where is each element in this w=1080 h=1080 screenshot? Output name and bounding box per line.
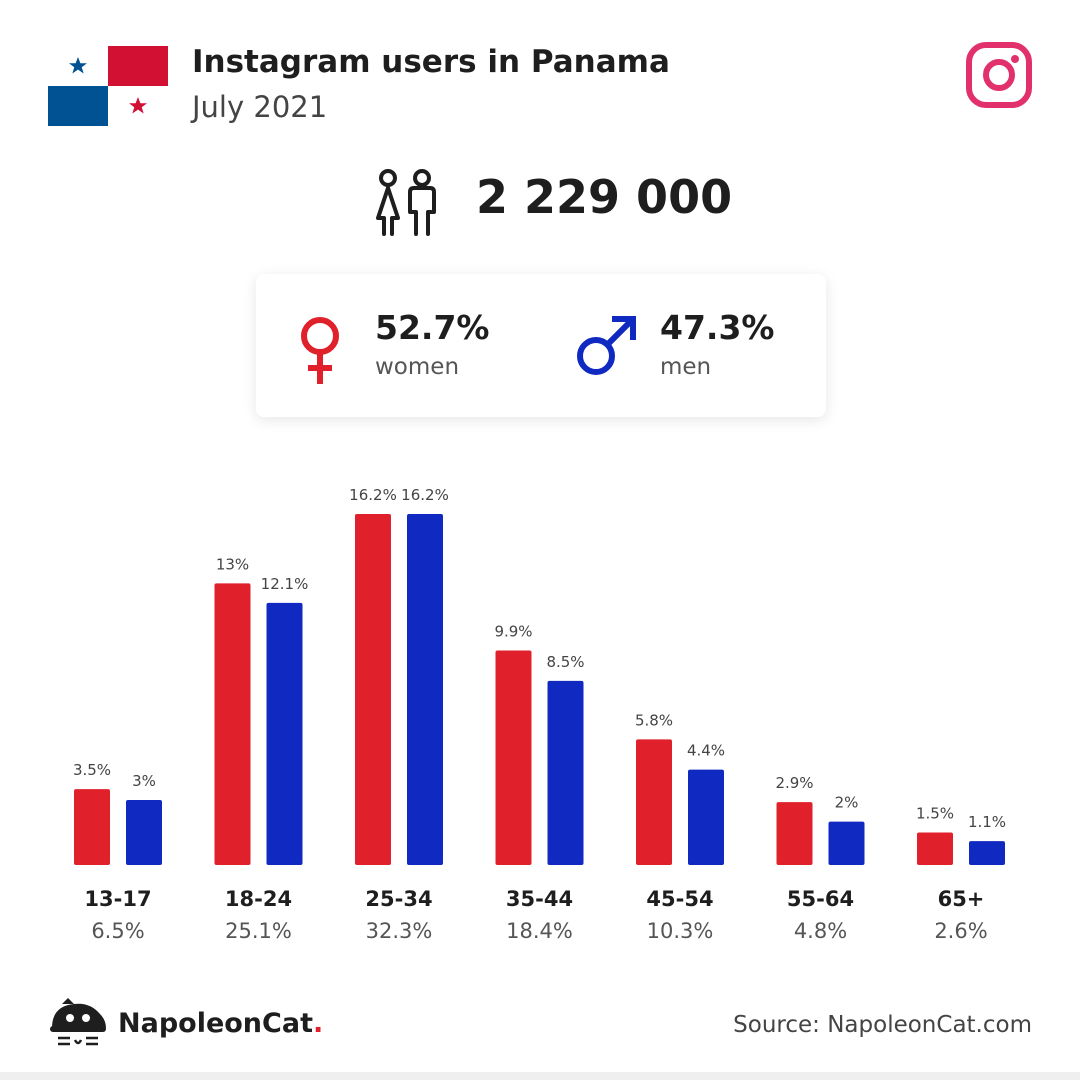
- women-value-label: 13%: [216, 555, 249, 573]
- source-text: Source: NapoleonCat.com: [733, 1012, 1032, 1038]
- women-value-label: 3.5%: [73, 761, 111, 779]
- category-label: 55-64: [787, 887, 854, 911]
- gender-card: 52.7% women 47.3% men: [256, 274, 826, 417]
- category-label: 25-34: [365, 887, 432, 911]
- female-icon: [301, 317, 339, 384]
- category-label: 65+: [938, 887, 985, 911]
- category-label: 35-44: [506, 887, 573, 911]
- brand-name: NapoleonCat.: [118, 1008, 323, 1039]
- men-bar: [407, 514, 443, 865]
- women-bar: [636, 739, 672, 865]
- men-bar: [547, 680, 584, 865]
- category-total-label: 18.4%: [506, 919, 573, 943]
- women-bar: [917, 832, 953, 865]
- men-bar: [126, 800, 162, 865]
- women-value-label: 9.9%: [494, 623, 532, 641]
- category-total-label: 2.6%: [934, 919, 987, 943]
- category-total-label: 4.8%: [794, 919, 847, 943]
- page-title: Instagram users in Panama: [192, 44, 670, 80]
- men-bar: [828, 821, 865, 865]
- age-gender-bar-chart: 3.5% 3% 13-17 6.5% 13% 12.1% 18-24 25.1% 16.2% 16…: [73, 486, 1006, 943]
- users-icon: [376, 169, 436, 236]
- men-value-label: 2%: [835, 794, 859, 812]
- category-total-label: 32.3%: [366, 919, 433, 943]
- women-bar: [495, 650, 532, 865]
- category-total-label: 6.5%: [91, 919, 144, 943]
- women-bar: [355, 514, 391, 865]
- women-bar: [214, 583, 251, 865]
- napoleoncat-logo-icon: [50, 998, 106, 1046]
- women-value-label: 1.5%: [916, 805, 954, 823]
- men-value-label: 4.4%: [687, 742, 725, 760]
- women-value-label: 2.9%: [775, 774, 813, 792]
- brand-dot: .: [312, 1008, 324, 1039]
- women-value-label: 16.2%: [349, 486, 397, 504]
- panama-flag-icon: [48, 46, 168, 126]
- category-total-label: 10.3%: [647, 919, 714, 943]
- category-label: 45-54: [646, 887, 713, 911]
- women-bar: [74, 789, 110, 865]
- men-value-label: 1.1%: [968, 813, 1006, 831]
- women-bar: [776, 802, 813, 865]
- women-value-label: 5.8%: [635, 711, 673, 729]
- page-subtitle: July 2021: [192, 90, 328, 124]
- men-bar: [266, 602, 303, 865]
- instagram-icon[interactable]: [966, 42, 1032, 108]
- men-value-label: 8.5%: [546, 653, 584, 671]
- women-percent: 52.7%: [375, 308, 490, 347]
- men-value-label: 12.1%: [261, 575, 309, 593]
- women-label: women: [375, 354, 460, 380]
- category-label: 13-17: [84, 887, 151, 911]
- men-percent: 47.3%: [660, 308, 775, 347]
- men-bar: [969, 841, 1005, 865]
- brand-text: NapoleonCat: [118, 1008, 313, 1039]
- bottom-band: [0, 1072, 1080, 1080]
- category-label: 18-24: [225, 887, 292, 911]
- men-label: men: [660, 354, 712, 380]
- category-total-label: 25.1%: [225, 919, 292, 943]
- men-value-label: 16.2%: [401, 486, 449, 504]
- male-icon: [577, 316, 636, 375]
- men-bar: [688, 769, 724, 865]
- men-value-label: 3%: [132, 772, 156, 790]
- total-users-value: 2 229 000: [476, 170, 733, 224]
